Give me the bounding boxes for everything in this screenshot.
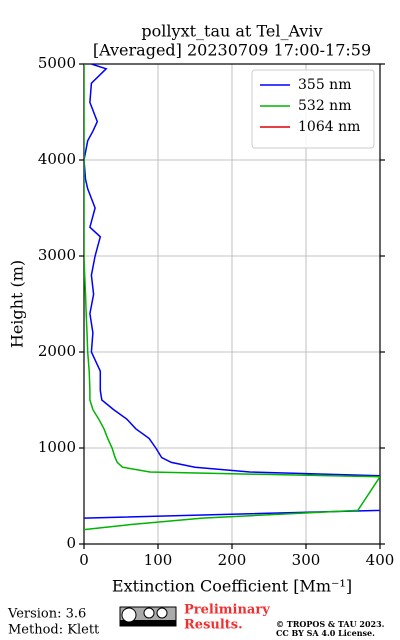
y-tick-label: 1000 — [38, 438, 76, 456]
legend-label: 355 nm — [298, 77, 351, 93]
cc-logo — [119, 606, 177, 627]
version: Version: 3.6 — [7, 607, 86, 622]
x-tick-label: 400 — [366, 551, 395, 569]
line — [84, 64, 380, 531]
x-tick-label: 300 — [292, 551, 321, 569]
y-tick-label: 3000 — [38, 246, 76, 264]
copyright: © TROPOS & TAU 2023. — [276, 619, 385, 629]
x-axis-label: Extinction Coefficient [Mm⁻¹] — [112, 577, 352, 596]
line — [84, 64, 380, 519]
y-tick-label: 0 — [66, 534, 76, 552]
plot-area — [84, 64, 380, 531]
y-tick-label: 4000 — [38, 150, 76, 168]
y-tick-label: 5000 — [38, 54, 76, 72]
legend-label: 1064 nm — [298, 119, 360, 135]
preliminary: Preliminary — [184, 603, 270, 618]
method: Method: Klett — [8, 623, 100, 638]
chart-subtitle: [Averaged] 20230709 17:00-17:59 — [93, 41, 371, 60]
preliminary: Results. — [184, 618, 243, 633]
chart-title: pollyxt_tau at Tel_Aviv — [141, 22, 322, 41]
legend-box — [251, 69, 375, 149]
x-tick-label: 0 — [79, 551, 89, 569]
plot-frame — [83, 63, 381, 545]
x-tick-label: 100 — [144, 551, 173, 569]
license: CC BY SA 4.0 License. — [276, 628, 375, 638]
legend-label: 532 nm — [298, 98, 351, 114]
y-axis-label: Height (m) — [8, 260, 27, 348]
x-tick-label: 200 — [218, 551, 247, 569]
y-tick-label: 2000 — [38, 342, 76, 360]
